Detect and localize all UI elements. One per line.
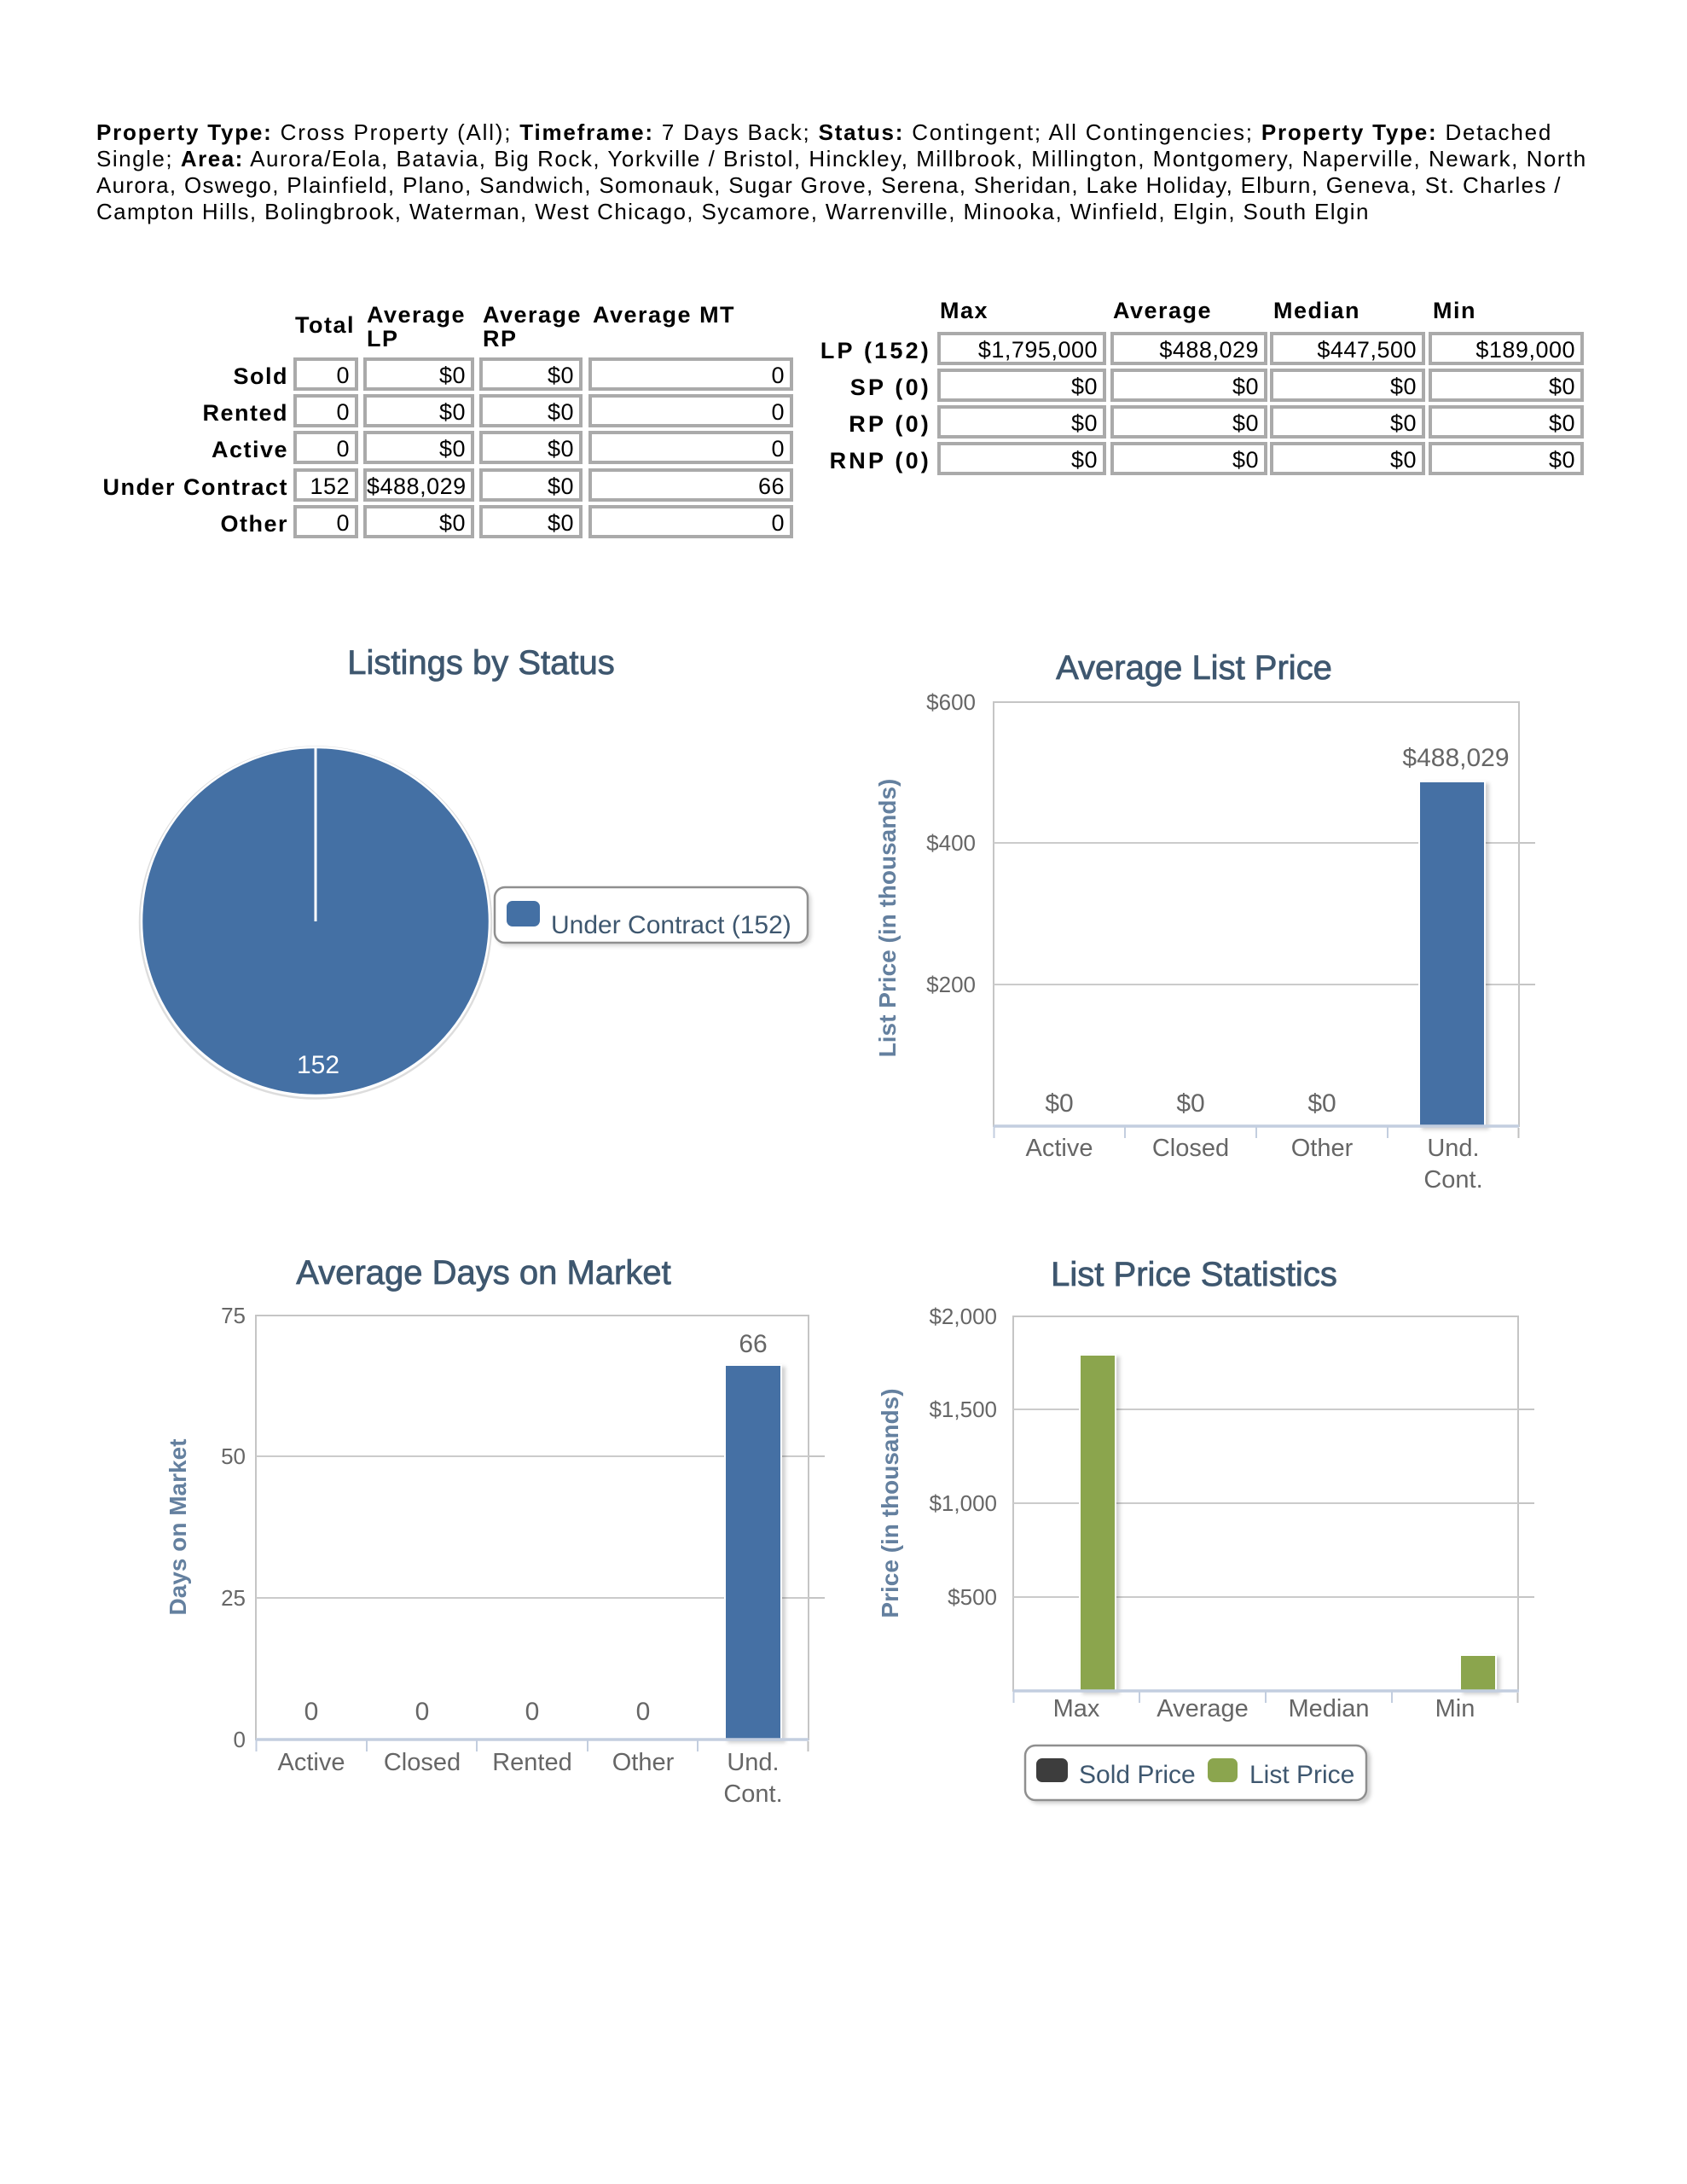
svg-text:$488,029: $488,029 — [1402, 744, 1509, 772]
svg-text:Under Contract (152): Under Contract (152) — [551, 911, 791, 939]
svg-text:List Price: List Price — [1249, 1761, 1354, 1789]
svg-text:Days on Market: Days on Market — [165, 1439, 191, 1616]
svg-text:Closed: Closed — [1152, 1135, 1229, 1162]
svg-text:Rented: Rented — [492, 1749, 572, 1776]
svg-text:Cont.: Cont. — [723, 1780, 782, 1808]
svg-text:50: 50 — [221, 1443, 246, 1469]
svg-text:Average: Average — [1157, 1695, 1249, 1722]
svg-text:25: 25 — [221, 1585, 246, 1611]
svg-text:75: 75 — [221, 1303, 246, 1328]
svg-text:Average List Price: Average List Price — [1056, 649, 1332, 687]
svg-text:Closed: Closed — [384, 1749, 461, 1776]
svg-text:Und.: Und. — [1427, 1135, 1479, 1162]
svg-text:66: 66 — [739, 1330, 767, 1358]
svg-text:$600: $600 — [926, 689, 976, 715]
svg-text:0: 0 — [234, 1727, 246, 1752]
svg-text:$0: $0 — [1045, 1089, 1073, 1118]
svg-text:Active: Active — [278, 1749, 345, 1776]
svg-text:0: 0 — [304, 1698, 319, 1726]
svg-text:Cont.: Cont. — [1423, 1166, 1482, 1194]
svg-text:Average Days on Market: Average Days on Market — [296, 1254, 670, 1292]
svg-text:Active: Active — [1026, 1135, 1093, 1162]
svg-text:Median: Median — [1288, 1695, 1369, 1722]
svg-text:List Price (in thousands): List Price (in thousands) — [874, 779, 901, 1058]
svg-text:152: 152 — [297, 1051, 339, 1079]
svg-text:Max: Max — [1053, 1695, 1100, 1722]
svg-text:$500: $500 — [948, 1584, 997, 1610]
svg-text:$1,500: $1,500 — [929, 1397, 997, 1422]
svg-text:$400: $400 — [926, 830, 976, 856]
svg-text:Listings by Status: Listings by Status — [347, 644, 615, 682]
svg-text:Other: Other — [612, 1749, 675, 1776]
svg-text:Und.: Und. — [727, 1749, 779, 1776]
svg-text:Sold Price: Sold Price — [1079, 1761, 1196, 1789]
svg-text:$0: $0 — [1176, 1089, 1204, 1118]
svg-text:0: 0 — [415, 1698, 430, 1726]
svg-text:Other: Other — [1291, 1135, 1354, 1162]
svg-text:List Price Statistics: List Price Statistics — [1051, 1256, 1337, 1293]
svg-text:0: 0 — [525, 1698, 540, 1726]
svg-text:Price (in thousands): Price (in thousands) — [877, 1388, 903, 1618]
svg-text:0: 0 — [636, 1698, 651, 1726]
svg-text:$0: $0 — [1307, 1089, 1336, 1118]
svg-text:$2,000: $2,000 — [929, 1304, 997, 1329]
svg-text:$1,000: $1,000 — [929, 1490, 997, 1516]
svg-text:$200: $200 — [926, 972, 976, 997]
svg-text:Min: Min — [1435, 1695, 1475, 1722]
